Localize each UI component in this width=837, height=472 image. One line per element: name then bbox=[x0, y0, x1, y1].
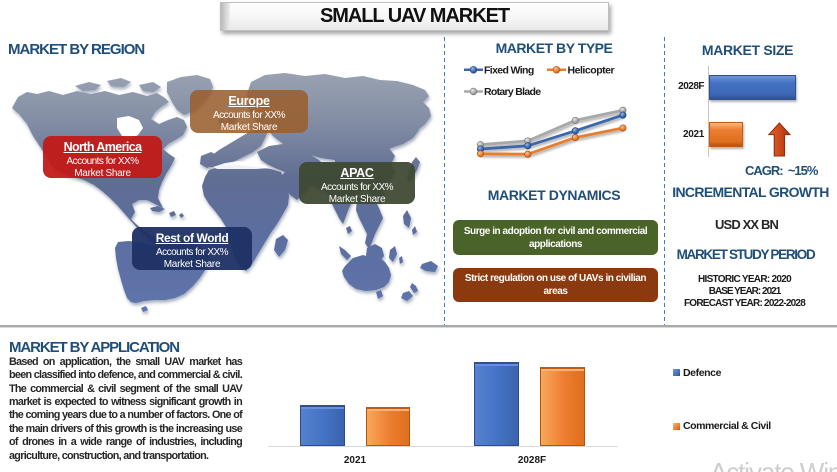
svg-text:Fixed Wing: Fixed Wing bbox=[484, 65, 534, 77]
svg-text:Rotary Blade: Rotary Blade bbox=[484, 86, 541, 98]
svg-text:Helicopter: Helicopter bbox=[568, 65, 615, 77]
